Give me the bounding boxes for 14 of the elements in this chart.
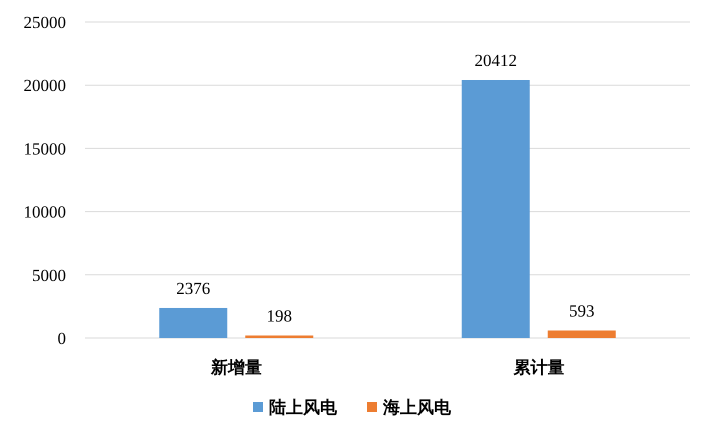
legend-label: 海上风电: [382, 398, 452, 418]
y-tick-label: 5000: [32, 266, 66, 285]
x-tick-label: 新增量: [210, 358, 262, 378]
data-label: 593: [569, 302, 594, 321]
y-tick-label: 0: [58, 329, 66, 348]
y-tick-label: 15000: [24, 139, 66, 158]
x-tick-label: 累计量: [512, 358, 564, 378]
data-label: 198: [266, 306, 292, 326]
data-label: 20412: [474, 50, 517, 70]
y-tick-label: 10000: [24, 202, 66, 222]
legend-label: 陆上风电: [269, 398, 338, 418]
y-tick-label: 25000: [24, 13, 66, 32]
y-tick-label: 20000: [24, 76, 66, 96]
data-label: 2376: [176, 278, 210, 298]
